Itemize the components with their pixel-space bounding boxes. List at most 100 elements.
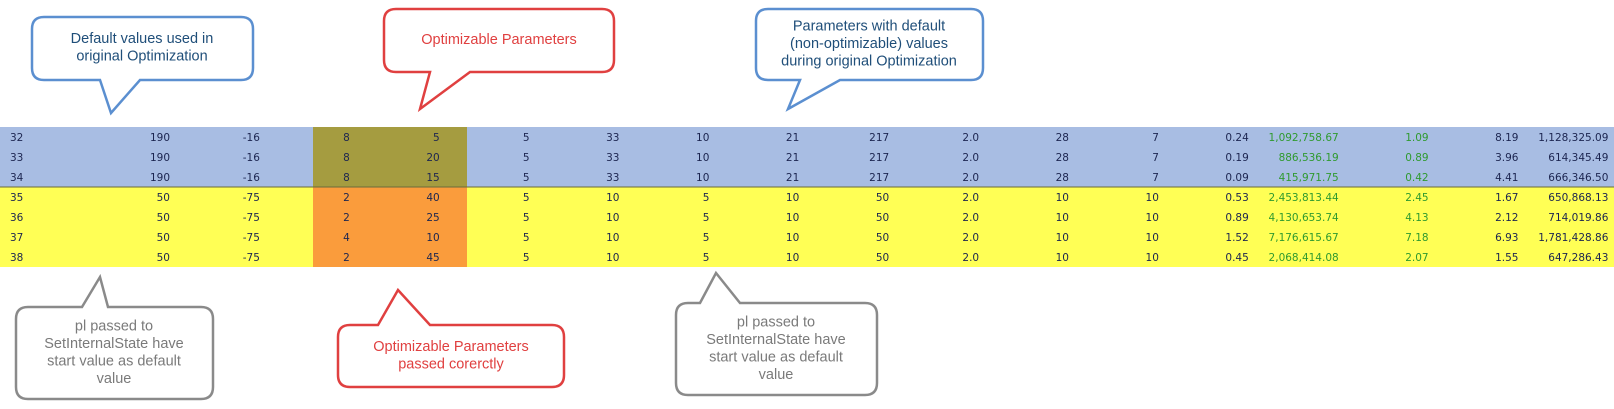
table-cell: 10 [426,232,439,244]
table-cell: 2 [343,192,350,204]
table-cell: 5 [523,152,530,164]
table-cell: 5 [523,172,530,184]
table-cell: 190 [150,172,170,184]
highlight-cell [313,187,467,207]
table-cell: 10 [786,192,799,204]
table-cell: 1.55 [1495,252,1518,264]
table-cell: 2.0 [962,192,979,204]
table-cell: 50 [157,212,170,224]
table-cell: 217 [869,152,889,164]
table-cell: 10 [786,212,799,224]
table-cell: 10 [696,152,709,164]
highlight-cell [313,147,467,167]
table-cell: 10 [1056,232,1069,244]
table-cell: 1,092,758.67 [1269,132,1339,144]
table-cell: 10 [786,252,799,264]
table-cell: 2.12 [1495,212,1518,224]
table-cell: 50 [876,212,889,224]
table-cell: 7,176,615.67 [1269,232,1339,244]
results-table: 32 190 -16 8 5 5 33 10 21 217 2.0 28 7 0.24 1,092,758.… [0,127,1614,267]
callout-bubble [382,7,616,113]
table-cell: 25 [426,212,439,224]
callout-bubble [14,273,215,401]
table-cell: 2.07 [1405,252,1428,264]
table-cell: 4,130,653.74 [1269,212,1339,224]
table-cell: 33 [606,152,619,164]
callout-text: start value as default [47,354,181,370]
table-cell: 1.09 [1405,132,1428,144]
callout-text: Optimizable Parameters [373,339,529,355]
table-cell: 21 [786,172,799,184]
table-cell: 415,971.75 [1279,172,1339,184]
table-cell: 1,128,325.09 [1538,132,1608,144]
table-cell: -75 [243,252,260,264]
callout-text: original Optimization [76,49,207,65]
table-cell: 28 [1056,132,1069,144]
table-cell: -75 [243,232,260,244]
table-cell: 8 [343,172,350,184]
table-cell: 10 [1146,232,1159,244]
table-cell: 5 [523,192,530,204]
table-cell: 5 [703,212,710,224]
callout-text: pl passed to [737,315,815,331]
table-cell: 714,019.86 [1548,212,1608,224]
callout-bubble [30,15,255,116]
callout-text: Parameters with default [793,18,945,34]
table-cell: 33 [606,132,619,144]
table-cell: 10 [606,252,619,264]
table-cell: 50 [157,232,170,244]
table-cell: 4.13 [1405,212,1428,224]
table-cell: 217 [869,172,889,184]
table-cell: 10 [606,192,619,204]
table-cell: 2.0 [962,212,979,224]
table-cell: 0.53 [1225,192,1248,204]
table-cell: 2 [343,212,350,224]
highlight-cell [313,127,467,147]
highlight-cell [313,167,467,187]
table-cell: 45 [426,252,439,264]
callout-text: (non-optimizable) values [790,36,948,52]
table-cell: 2.45 [1405,192,1428,204]
table-cell: 5 [703,252,710,264]
table-cell: 2.0 [962,152,979,164]
table-cell: 28 [1056,172,1069,184]
table-cell: 217 [869,132,889,144]
table-cell: 6.93 [1495,232,1518,244]
table-cell: 10 [1056,252,1069,264]
callout-text: Default values used in [71,31,214,47]
table-cell: 38 [10,252,23,264]
table-cell: 7 [1152,172,1159,184]
table-cell: 8 [343,152,350,164]
table-cell: 32 [10,132,23,144]
table-cell: 5 [523,132,530,144]
table-cell: 2.0 [962,132,979,144]
table-cell: 8.19 [1495,132,1518,144]
table-cell: 21 [786,152,799,164]
table-cell: 50 [876,232,889,244]
callout-bubble [754,7,985,112]
table-cell: 0.89 [1405,152,1428,164]
table-cell: 190 [150,152,170,164]
callout-bubble [674,270,879,397]
callout-bubble [336,287,566,389]
table-cell: 3.96 [1495,152,1519,164]
table-cell: -16 [243,132,260,144]
table-cell: -75 [243,212,260,224]
callout-text: pl passed to [75,319,153,335]
table-cell: 4.41 [1495,172,1518,184]
table-cell: 0.09 [1225,172,1248,184]
table-cell: 7.18 [1405,232,1428,244]
table-cell: 0.24 [1225,132,1249,144]
table-cell: 2,453,813.44 [1269,192,1339,204]
table-cell: 2.0 [962,232,979,244]
highlight-cell [313,207,467,227]
table-cell: 4 [343,232,350,244]
table-cell: 5 [523,212,530,224]
table-cell: 7 [1152,132,1159,144]
table-cell: 2.0 [962,172,979,184]
table-cell: 0.45 [1225,252,1248,264]
table-cell: 10 [1146,212,1159,224]
table-cell: 614,345.49 [1548,152,1608,164]
table-cell: 10 [696,132,709,144]
